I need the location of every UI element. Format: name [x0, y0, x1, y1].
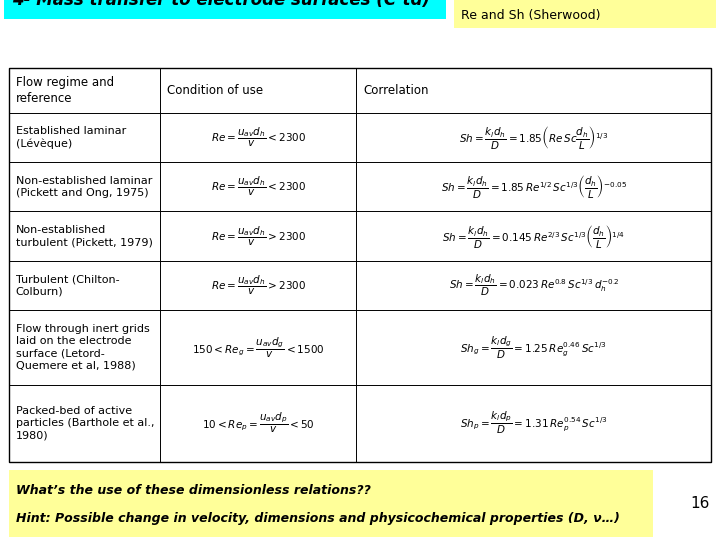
Text: Correlation: Correlation	[364, 84, 429, 97]
Text: Flow through inert grids
laid on the electrode
surface (Letord-
Quemere et al, 1: Flow through inert grids laid on the ele…	[16, 325, 150, 370]
Text: Non-established
turbulent (Pickett, 1979): Non-established turbulent (Pickett, 1979…	[16, 225, 153, 247]
Text: $Re = \dfrac{u_{av}d_h}{v} < 2300$: $Re = \dfrac{u_{av}d_h}{v} < 2300$	[210, 175, 306, 198]
Text: $Sh = \dfrac{k_l d_h}{D} = 0.145\,Re^{2/3}\,Sc^{1/3}\left(\dfrac{d_h}{L}\right)^: $Sh = \dfrac{k_l d_h}{D} = 0.145\,Re^{2/…	[443, 222, 626, 249]
Text: Re and Sh (Sherwood): Re and Sh (Sherwood)	[461, 9, 600, 22]
Text: Packed-bed of active
particles (Barthole et al.,
1980): Packed-bed of active particles (Barthole…	[16, 406, 154, 440]
Text: $Sh = \dfrac{k_l d_h}{D} = 1.85\,Re^{1/2}\,Sc^{1/3}\left(\dfrac{d_h}{L}\right)^{: $Sh = \dfrac{k_l d_h}{D} = 1.85\,Re^{1/2…	[441, 173, 627, 200]
Text: $150 < Re_g = \dfrac{u_{av}d_g}{v} < 1500$: $150 < Re_g = \dfrac{u_{av}d_g}{v} < 150…	[192, 335, 325, 360]
Text: Condition of use: Condition of use	[167, 84, 263, 97]
Text: 16: 16	[690, 496, 709, 511]
Text: Turbulent (Chilton-
Colburn): Turbulent (Chilton- Colburn)	[16, 274, 120, 296]
Text: Established laminar
(Lévèque): Established laminar (Lévèque)	[16, 126, 126, 149]
Bar	[9, 470, 653, 537]
Text: $Sh_p = \dfrac{k_l d_p}{D} = 1.31\,Re_p^{0.54}\,Sc^{1/3}$: $Sh_p = \dfrac{k_l d_p}{D} = 1.31\,Re_p^…	[460, 410, 608, 436]
Text: What’s the use of these dimensionless relations??: What’s the use of these dimensionless re…	[16, 483, 371, 497]
Text: $Re = \dfrac{u_{av}d_h}{v} < 2300$: $Re = \dfrac{u_{av}d_h}{v} < 2300$	[210, 126, 306, 149]
Text: Flow regime and
reference: Flow regime and reference	[16, 76, 114, 105]
Text: $Sh = \dfrac{k_l d_h}{D} = 1.85\left(Re\,Sc\dfrac{d_h}{L}\right)^{1/3}$: $Sh = \dfrac{k_l d_h}{D} = 1.85\left(Re\…	[459, 124, 608, 151]
Text: $Sh_g = \dfrac{k_l d_g}{D} = 1.25\,Re_g^{0.46}\,Sc^{1/3}$: $Sh_g = \dfrac{k_l d_g}{D} = 1.25\,Re_g^…	[460, 334, 608, 361]
Text: $Re = \dfrac{u_{av}d_h}{v} > 2300$: $Re = \dfrac{u_{av}d_h}{v} > 2300$	[210, 274, 306, 297]
Text: $Re = \dfrac{u_{av}d_h}{v} > 2300$: $Re = \dfrac{u_{av}d_h}{v} > 2300$	[210, 225, 306, 247]
Text: Non-established laminar
(Pickett and Ong, 1975): Non-established laminar (Pickett and Ong…	[16, 176, 152, 198]
Text: Hint: Possible change in velocity, dimensions and physicochemical properties (D,: Hint: Possible change in velocity, dimen…	[16, 512, 620, 525]
Bar	[4, 0, 446, 19]
Text: $Sh = \dfrac{k_l d_h}{D} = 0.023\,Re^{0.8}\,Sc^{1/3}\,d_h^{-0.2}$: $Sh = \dfrac{k_l d_h}{D} = 0.023\,Re^{0.…	[449, 273, 619, 298]
Text: 4- Mass transfer to electrode surfaces (C’td): 4- Mass transfer to electrode surfaces (…	[12, 0, 431, 9]
Bar	[454, 0, 716, 28]
Text: $10 < Re_p = \dfrac{u_{av}d_p}{v} < 50$: $10 < Re_p = \dfrac{u_{av}d_p}{v} < 50$	[202, 411, 315, 435]
Text: Two dimensionless numbers:: Two dimensionless numbers:	[461, 0, 641, 2]
Bar	[9, 68, 711, 462]
